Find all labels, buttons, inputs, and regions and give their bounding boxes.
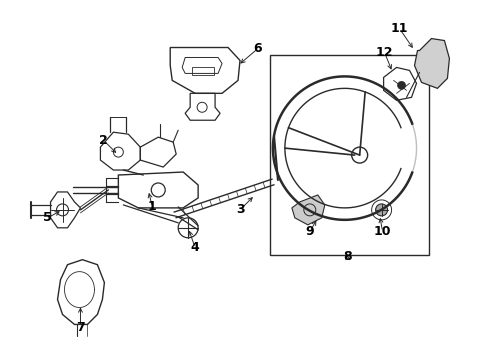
Polygon shape: [415, 39, 449, 88]
Text: 6: 6: [254, 42, 262, 55]
Text: 8: 8: [343, 250, 352, 263]
Text: 10: 10: [374, 225, 392, 238]
Text: 3: 3: [236, 203, 245, 216]
Bar: [270, 55, 429, 255]
Text: 11: 11: [391, 22, 408, 35]
Text: 7: 7: [76, 321, 85, 334]
Bar: [192, 67, 214, 75]
Text: 1: 1: [148, 201, 157, 213]
Circle shape: [376, 204, 388, 216]
Circle shape: [397, 81, 406, 89]
Text: 4: 4: [191, 241, 199, 254]
Polygon shape: [292, 195, 325, 225]
Text: 9: 9: [305, 225, 314, 238]
Text: 12: 12: [376, 46, 393, 59]
Text: 5: 5: [43, 211, 52, 224]
Text: 2: 2: [99, 134, 108, 147]
